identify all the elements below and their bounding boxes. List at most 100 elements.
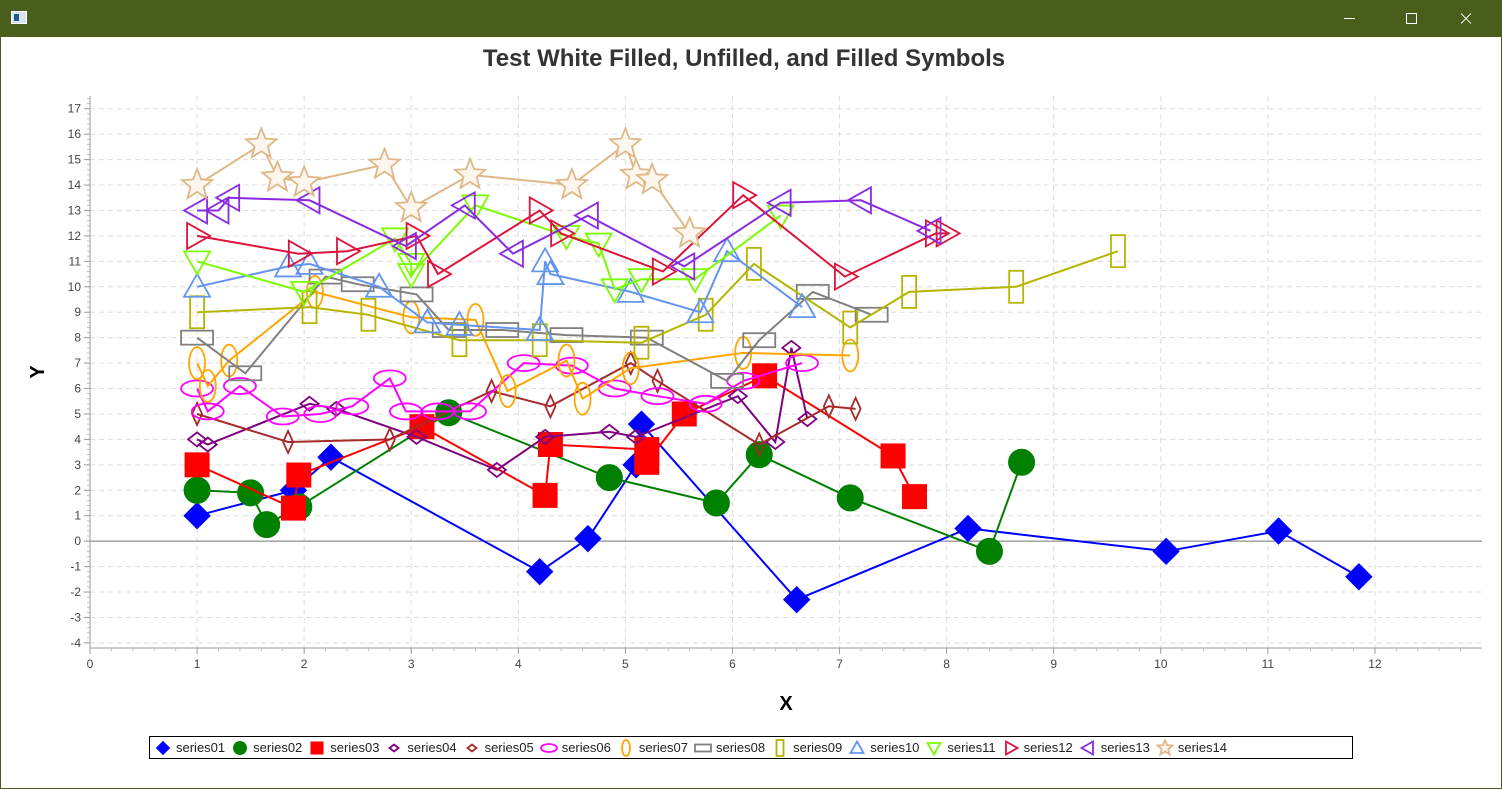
series07-point [466, 302, 485, 337]
series02-point [1008, 448, 1036, 476]
series13-point [846, 185, 872, 215]
series10-group [182, 236, 817, 341]
legend-item-series10: series10 [848, 737, 919, 758]
x-tick-label: 7 [836, 657, 843, 671]
legend-item-series04: series04 [385, 737, 457, 758]
series01-point [1345, 563, 1373, 591]
series08-point [742, 332, 777, 349]
x-tick-label: 6 [729, 657, 736, 671]
series10-point [685, 297, 715, 324]
series12-point [651, 256, 678, 287]
series07-group [188, 274, 860, 416]
series11-point [396, 252, 426, 279]
series04-point [186, 431, 208, 448]
series09-point [301, 290, 318, 325]
series06-point [453, 402, 488, 421]
legend-item-series06: series06 [539, 737, 611, 758]
x-tick-label: 0 [87, 657, 94, 671]
series09-point [745, 246, 762, 281]
legend-symbol [233, 740, 248, 755]
series04-point [598, 423, 620, 440]
legend-label: series09 [793, 740, 843, 755]
series06-point [335, 397, 370, 416]
legend-item-series11: series11 [925, 737, 996, 758]
y-tick-label: 8 [74, 331, 81, 345]
y-tick-label: 2 [74, 483, 81, 497]
x-tick-label: 2 [301, 657, 308, 671]
series06-point [223, 377, 257, 395]
series01-point [1152, 537, 1180, 566]
series07-point [198, 369, 217, 403]
series13-point [449, 190, 476, 220]
series12-point [186, 221, 212, 251]
series05-line [196, 361, 856, 446]
legend: series01 series02 series03 series04 series05… [149, 736, 1353, 759]
legend-symbol [694, 743, 712, 752]
y-axis-label: Y [27, 365, 49, 379]
series11-line [196, 204, 782, 293]
legend-marker-series07 [620, 738, 631, 757]
series13-point [391, 231, 417, 261]
series06-point [640, 387, 675, 406]
series01-line [196, 421, 1360, 601]
series02-point [595, 464, 623, 492]
series14-point [452, 156, 488, 190]
series04-point [486, 461, 508, 479]
series13-point [203, 195, 230, 226]
series04-point [727, 388, 749, 405]
series04-point [625, 428, 647, 446]
minimize-icon[interactable] [1326, 0, 1374, 37]
x-tick-label: 8 [943, 657, 950, 671]
y-tick-label: -2 [70, 585, 81, 599]
series07-point [841, 338, 860, 373]
series05-point [822, 393, 835, 420]
series12-point [935, 218, 962, 248]
series06-point [506, 354, 541, 372]
legend-label: series07 [638, 740, 688, 755]
series12-group [186, 180, 962, 292]
series11-point [289, 280, 319, 307]
series11-point [182, 250, 212, 277]
close-icon[interactable] [1442, 0, 1490, 37]
legend-label: series06 [561, 740, 611, 755]
series01-point [574, 524, 602, 553]
series05-point [753, 431, 766, 458]
series08-point [399, 286, 434, 303]
series13-point [498, 239, 524, 269]
y-tick-label: 17 [68, 102, 82, 116]
series08-point [629, 329, 664, 346]
y-tick-label: 3 [74, 458, 81, 472]
legend-label: series05 [484, 740, 534, 755]
series11-point [626, 268, 656, 294]
series04-point [796, 410, 818, 428]
series10-point [364, 271, 394, 298]
legend-marker-series10 [849, 739, 866, 754]
series04-point [197, 436, 219, 453]
series13-group [182, 183, 942, 281]
series10-point [444, 310, 474, 336]
series11-point [396, 263, 426, 289]
y-tick-label: 6 [74, 382, 81, 396]
legend-marker-series14 [1155, 738, 1174, 756]
series03-point [634, 449, 660, 475]
series05-point [544, 393, 557, 420]
y-tick-label: 16 [68, 127, 82, 141]
legend-marker-series08 [694, 743, 712, 752]
legend-marker-series01 [155, 740, 171, 755]
series12-point [427, 259, 453, 289]
legend-symbol [1079, 739, 1094, 756]
series08-point [228, 365, 263, 382]
y-tick-label: -4 [70, 636, 81, 650]
series05-point [383, 426, 396, 453]
series13-line [197, 196, 932, 268]
legend-item-series03: series03 [308, 737, 379, 758]
legend-marker-series11 [926, 741, 943, 756]
series07-point [557, 343, 576, 378]
maximize-icon[interactable] [1388, 0, 1436, 37]
series03-point [184, 452, 210, 478]
series01-point [317, 443, 345, 471]
series08-point [180, 329, 214, 346]
series10-point [525, 315, 555, 341]
x-tick-label: 1 [194, 657, 201, 671]
legend-item-series01: series01 [154, 737, 225, 758]
